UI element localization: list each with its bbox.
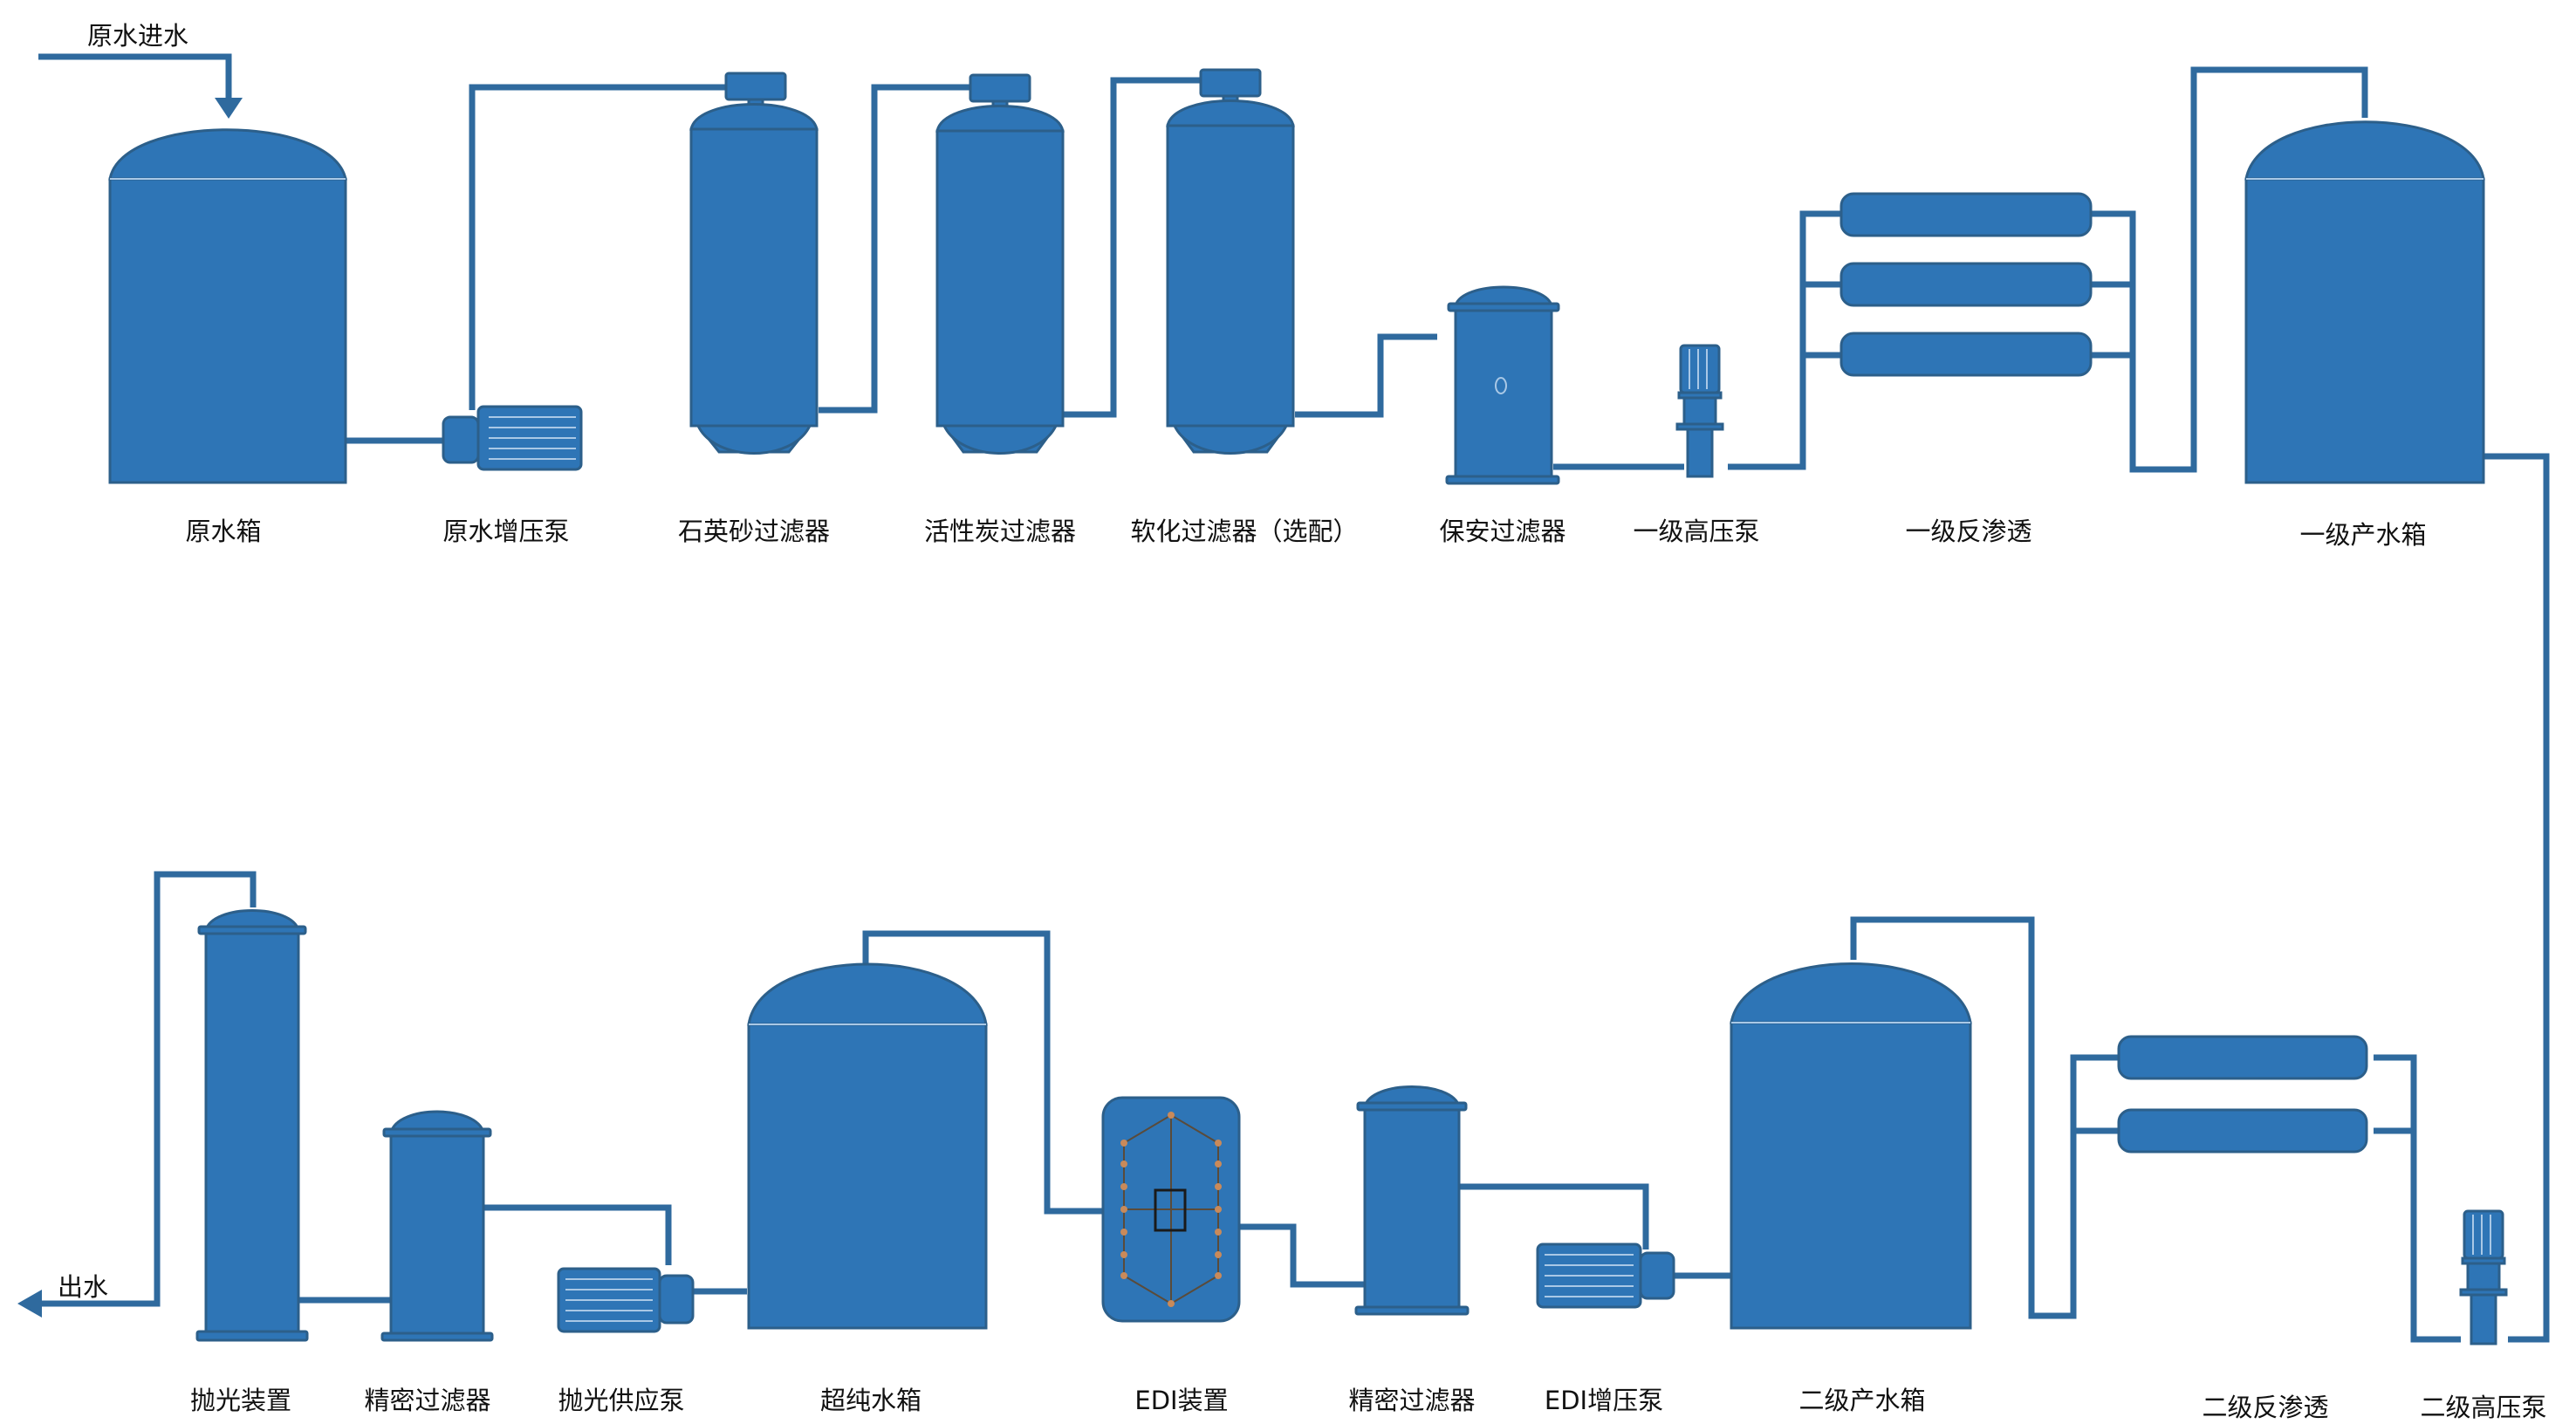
pipe-secondary-pump-to-ro [2374,1054,2461,1343]
edi-booster-pump [1536,1243,1675,1309]
primary-ro-membranes [1840,192,2093,377]
primary-product-tank-label: 一级产水箱 [2299,520,2427,550]
secondary-ro-membranes [2117,1035,2368,1154]
security-filter [1445,285,1560,485]
edi-booster-pump-label: EDI增压泵 [1544,1386,1664,1415]
primary-ro-label: 一级反渗透 [1905,517,2032,546]
secondary-ro-label: 二级反渗透 [2202,1393,2329,1422]
softening-filter-label: 软化过滤器（选配） [1130,517,1359,546]
pipe-polishing-to-outlet [35,871,257,1307]
pipe-secondary-ro-outlet [1850,916,2122,1319]
raw-water-tank [108,128,347,484]
raw-tank-label: 原水箱 [185,517,262,546]
activated-carbon-filter [935,73,1065,455]
precision-filter-1 [380,1110,494,1342]
ultrapure-tank-label: 超纯水箱 [819,1386,922,1415]
pipe-edi-to-ultrapure [862,930,1103,1215]
secondary-product-tank [1730,962,1972,1330]
secondary-hp-pump [2459,1209,2508,1345]
pipe-edi-pump-to-precision [1456,1183,1649,1249]
secondary-hp-pump-label: 二级高压泵 [2420,1393,2547,1422]
ultrapure-water-tank [747,962,988,1330]
quartz-sand-filter [689,72,819,455]
edi-device [1101,1096,1241,1323]
raw-booster-pump [442,405,583,471]
equipment [108,68,2508,1345]
precision-filter-2 [1354,1085,1470,1316]
raw-water-inlet-label: 原水进水 [87,21,189,51]
inlet-arrow-head [215,98,243,119]
raw-booster-pump-label: 原水增压泵 [442,517,570,546]
primary-hp-pump [1675,344,1724,478]
pipe-hppump-to-ro [1728,210,1846,470]
quartz-sand-filter-label: 石英砂过滤器 [677,517,831,546]
polishing-device [195,909,309,1342]
primary-product-tank [2244,120,2485,484]
precision-filter-1-label: 精密过滤器 [364,1386,491,1415]
pipe-raw-water-inlet [38,53,232,105]
pipes [17,53,2550,1343]
pipe-softener-to-security [1295,333,1437,418]
edi-device-label: EDI装置 [1134,1386,1229,1415]
polish-supply-pump [557,1267,695,1333]
polishing-device-label: 抛光装置 [189,1386,292,1415]
activated-carbon-filter-label: 活性炭过滤器 [923,517,1077,546]
polish-supply-pump-label: 抛光供应泵 [558,1386,685,1415]
primary-hp-pump-label: 一级高压泵 [1633,517,1760,546]
precision-filter-2-label: 精密过滤器 [1348,1386,1476,1415]
pipe-precision-to-edi [1237,1223,1365,1288]
outlet-arrow-head [17,1290,42,1318]
pipe-ro-outlet-1 [2089,66,2368,473]
water-outlet-label: 出水 [58,1272,109,1302]
security-filter-label: 保安过滤器 [1439,517,1566,546]
softening-filter [1166,68,1295,455]
pipe-primary-tank-to-secondary-pump [2482,453,2550,1343]
secondary-product-tank-label: 二级产水箱 [1798,1386,1926,1415]
pipe-polish-pump-to-precision [482,1204,672,1265]
